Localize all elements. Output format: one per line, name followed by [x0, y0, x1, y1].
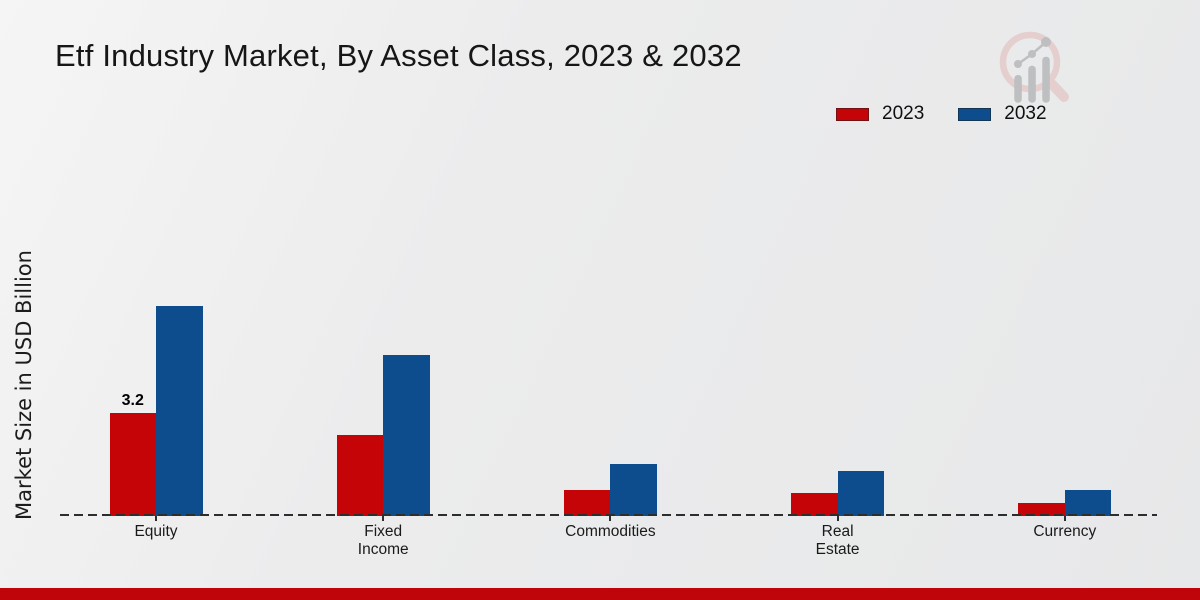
x-label-equity: Equity	[134, 523, 178, 540]
x-label-commodities: Commodities	[565, 523, 656, 540]
bar-2023-fixed-income	[336, 434, 384, 516]
x-tick-fixed-income	[382, 516, 385, 521]
chart-title: Etf Industry Market, By Asset Class, 202…	[55, 38, 742, 73]
bar-2023-real-estate	[791, 492, 838, 516]
legend-swatch-2032	[958, 107, 992, 121]
x-label-real-estate: Real Estate	[815, 523, 860, 559]
x-tick-currency	[1063, 516, 1066, 521]
bar-2023-currency	[1018, 502, 1065, 516]
legend-swatch-2023	[836, 107, 869, 121]
x-label-currency: Currency	[1033, 523, 1097, 540]
bar-value-label-2023-equity: 3.2	[121, 392, 144, 410]
logo-bar-tall	[1042, 56, 1050, 103]
logo-trend-dot	[1028, 50, 1036, 58]
legend-item-2032: 2032	[958, 103, 1047, 125]
x-tick-real-estate	[836, 516, 839, 521]
x-tick-commodities	[609, 516, 612, 521]
logo-bar-medium	[1028, 65, 1036, 103]
x-axis-dashed-baseline	[60, 514, 1157, 516]
footer-accent-bar	[0, 588, 1200, 600]
bar-2023-equity	[109, 412, 156, 516]
bar-2032-equity	[156, 305, 203, 516]
bar-2032-commodities	[610, 463, 657, 516]
logo-bar-small	[1014, 75, 1022, 103]
logo-trend-dot	[1041, 37, 1051, 47]
brand-magnifier-chart-logo	[999, 31, 1069, 103]
legend: 2023 2032	[836, 103, 1047, 125]
logo-trend-dot	[1014, 60, 1022, 68]
bar-2032-fixed-income	[383, 354, 430, 516]
legend-label-2023: 2023	[882, 103, 925, 124]
bar-2032-real-estate	[837, 470, 885, 516]
legend-item-2023: 2023	[836, 103, 924, 125]
x-label-fixed-income: Fixed Income	[357, 523, 409, 559]
magnifier-handle-icon	[1044, 76, 1069, 102]
bar-2023-commodities	[563, 489, 611, 516]
x-tick-equity	[155, 516, 157, 521]
legend-label-2032: 2032	[1004, 103, 1047, 124]
bar-2032-currency	[1064, 489, 1112, 516]
